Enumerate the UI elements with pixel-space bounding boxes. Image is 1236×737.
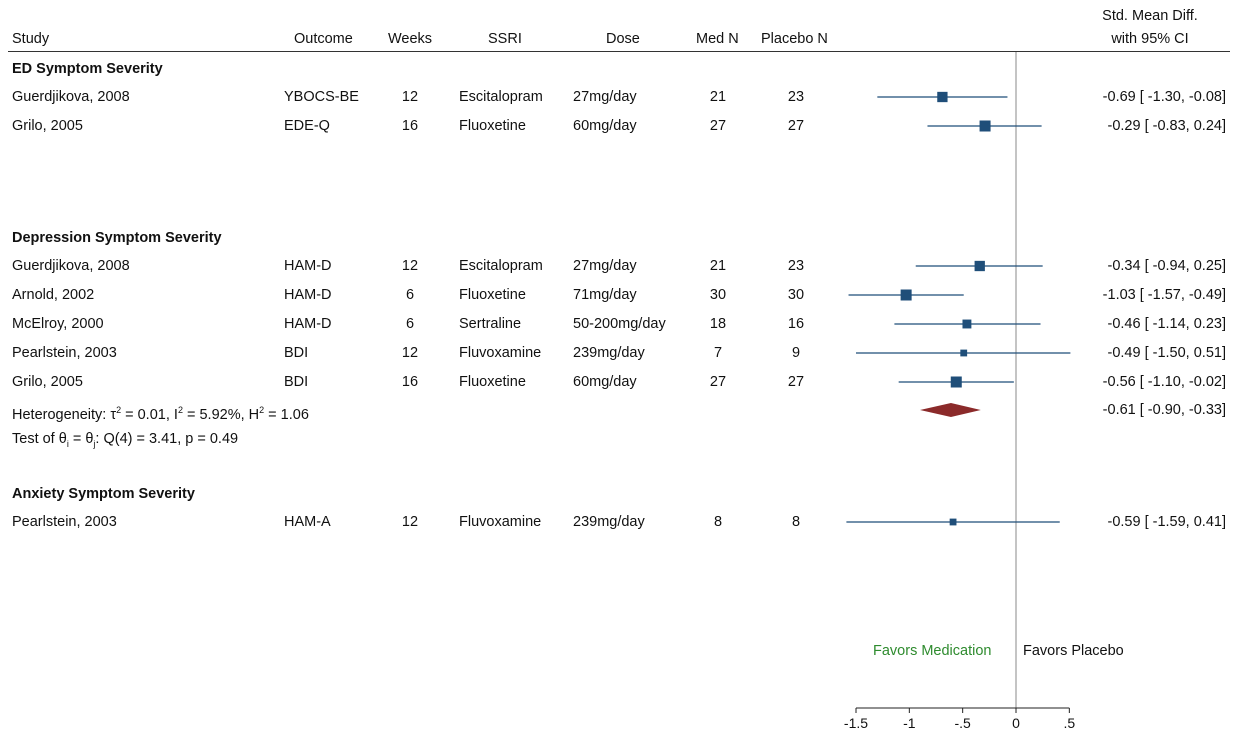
row-1-dose: 60mg/day — [573, 118, 637, 134]
study-point-estimate — [937, 91, 948, 103]
study-point-estimate — [974, 260, 985, 272]
study-point-estimate — [979, 120, 991, 132]
header-med-n: Med N — [696, 31, 739, 47]
study-point-estimate — [900, 289, 912, 301]
row-4-outcome: HAM-D — [284, 316, 332, 332]
row-5-dose: 239mg/day — [573, 345, 645, 361]
row-3-ssri: Fluoxetine — [459, 287, 526, 303]
row-7-dose: 239mg/day — [573, 514, 645, 530]
test-text: Test of θi = θj: Q(4) = 3.41, p = 0.49 — [12, 431, 239, 449]
row-3-placebo-n: 30 — [787, 287, 805, 303]
favors-placebo-label: Favors Placebo — [1023, 643, 1124, 659]
study-point-estimate — [949, 518, 957, 526]
section-ed: ED Symptom Severity — [12, 61, 163, 77]
x-axis-tick-label: 0 — [1012, 715, 1020, 731]
row-2-placebo-n: 23 — [787, 258, 805, 274]
x-axis-tick-label: -1 — [903, 715, 916, 731]
row-5-med-n: 7 — [713, 345, 723, 361]
row-1-outcome: EDE-Q — [284, 118, 330, 134]
row-3-ci-text: -1.03 [ -1.57, -0.49] — [1102, 287, 1226, 303]
study-point-estimate — [960, 349, 968, 357]
row-4-ci-text: -0.46 [ -1.14, 0.23] — [1107, 316, 1227, 332]
row-7-outcome: HAM-A — [284, 514, 331, 530]
row-5-outcome: BDI — [284, 345, 309, 361]
row-4-placebo-n: 16 — [787, 316, 805, 332]
header-rule — [8, 51, 1230, 52]
row-4-dose: 50-200mg/day — [573, 316, 666, 332]
row-6-study: Grilo, 2005 — [12, 374, 83, 390]
row-4-ssri: Sertraline — [459, 316, 522, 332]
row-3-study: Arnold, 2002 — [12, 287, 95, 303]
row-5-placebo-n: 9 — [791, 345, 801, 361]
study-point-estimate — [962, 319, 972, 329]
header-study: Study — [12, 31, 50, 47]
row-1-med-n: 27 — [709, 118, 727, 134]
row-7-placebo-n: 8 — [791, 514, 801, 530]
row-6-ssri: Fluoxetine — [459, 374, 526, 390]
row-2-med-n: 21 — [709, 258, 727, 274]
row-5-ssri: Fluvoxamine — [459, 345, 542, 361]
header-effect-line1: Std. Mean Diff. — [1102, 8, 1198, 24]
row-7-study: Pearlstein, 2003 — [12, 514, 117, 530]
row-2-dose: 27mg/day — [573, 258, 637, 274]
row-3-weeks: 6 — [405, 287, 415, 303]
header-weeks: Weeks — [388, 31, 433, 47]
row-7-ci-text: -0.59 [ -1.59, 0.41] — [1107, 514, 1227, 530]
row-0-study: Guerdjikova, 2008 — [12, 89, 130, 105]
row-4-weeks: 6 — [405, 316, 415, 332]
x-axis-tick-label: .5 — [1063, 715, 1075, 731]
row-6-weeks: 16 — [401, 374, 419, 390]
row-3-med-n: 30 — [709, 287, 727, 303]
header-placebo-n: Placebo N — [761, 31, 828, 47]
pooled-diamond — [919, 403, 981, 417]
row-6-placebo-n: 27 — [787, 374, 805, 390]
row-1-ssri: Fluoxetine — [459, 118, 526, 134]
x-axis-tick-label: -.5 — [954, 715, 971, 731]
row-7-ssri: Fluvoxamine — [459, 514, 542, 530]
row-6-dose: 60mg/day — [573, 374, 637, 390]
pooled-ci-text: -0.61 [ -0.90, -0.33] — [1102, 402, 1226, 418]
row-7-med-n: 8 — [713, 514, 723, 530]
row-6-outcome: BDI — [284, 374, 309, 390]
header-ssri: SSRI — [488, 31, 522, 47]
row-0-ci-text: -0.69 [ -1.30, -0.08] — [1102, 89, 1226, 105]
row-2-ci-text: -0.34 [ -0.94, 0.25] — [1107, 258, 1227, 274]
row-1-ci-text: -0.29 [ -0.83, 0.24] — [1107, 118, 1227, 134]
row-5-weeks: 12 — [401, 345, 419, 361]
row-5-ci-text: -0.49 [ -1.50, 0.51] — [1107, 345, 1227, 361]
x-axis-tick-label: -1.5 — [844, 715, 868, 731]
row-1-weeks: 16 — [401, 118, 419, 134]
heterogeneity-text: Heterogeneity: τ2 = 0.01, I2 = 5.92%, H2… — [12, 405, 309, 423]
row-4-med-n: 18 — [709, 316, 727, 332]
row-0-dose: 27mg/day — [573, 89, 637, 105]
row-0-ssri: Escitalopram — [459, 89, 543, 105]
header-outcome: Outcome — [294, 31, 353, 47]
row-0-med-n: 21 — [709, 89, 727, 105]
row-3-dose: 71mg/day — [573, 287, 637, 303]
row-1-placebo-n: 27 — [787, 118, 805, 134]
row-2-weeks: 12 — [401, 258, 419, 274]
row-3-outcome: HAM-D — [284, 287, 332, 303]
row-2-outcome: HAM-D — [284, 258, 332, 274]
row-2-ssri: Escitalopram — [459, 258, 543, 274]
row-6-ci-text: -0.56 [ -1.10, -0.02] — [1102, 374, 1226, 390]
section-depression: Depression Symptom Severity — [12, 230, 222, 246]
row-0-placebo-n: 23 — [787, 89, 805, 105]
row-0-weeks: 12 — [401, 89, 419, 105]
row-5-study: Pearlstein, 2003 — [12, 345, 117, 361]
row-6-med-n: 27 — [709, 374, 727, 390]
header-dose: Dose — [606, 31, 640, 47]
row-4-study: McElroy, 2000 — [12, 316, 104, 332]
favors-medication-label: Favors Medication — [873, 643, 992, 659]
row-1-study: Grilo, 2005 — [12, 118, 83, 134]
study-point-estimate — [950, 376, 962, 388]
header-effect-line2: with 95% CI — [1111, 31, 1189, 47]
row-7-weeks: 12 — [401, 514, 419, 530]
section-anxiety: Anxiety Symptom Severity — [12, 486, 195, 502]
row-2-study: Guerdjikova, 2008 — [12, 258, 130, 274]
row-0-outcome: YBOCS-BE — [284, 89, 359, 105]
